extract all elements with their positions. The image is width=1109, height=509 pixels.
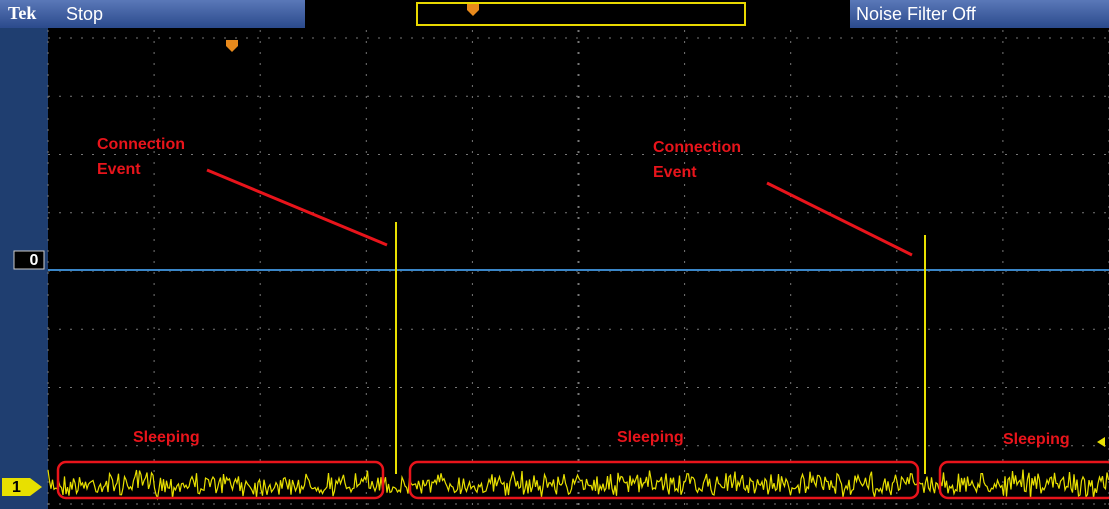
annotation: Connection — [97, 136, 185, 153]
status-panel — [0, 0, 305, 28]
brand: Tek — [8, 3, 36, 23]
noise-filter: Noise Filter Off — [856, 4, 977, 24]
annotation: Event — [97, 161, 141, 178]
record-view — [417, 3, 745, 25]
region-label: Sleeping — [1003, 431, 1070, 448]
annotation: Event — [653, 164, 697, 181]
channel-label: 1 — [12, 479, 21, 496]
region-label: Sleeping — [133, 429, 200, 446]
annotation: Connection — [653, 139, 741, 156]
run-status: Stop — [66, 4, 103, 24]
reference-label: 0 — [30, 252, 39, 269]
oscilloscope-screen: Tek Stop Noise Filter Off 0 1 Connection… — [0, 0, 1109, 509]
region-label: Sleeping — [617, 429, 684, 446]
